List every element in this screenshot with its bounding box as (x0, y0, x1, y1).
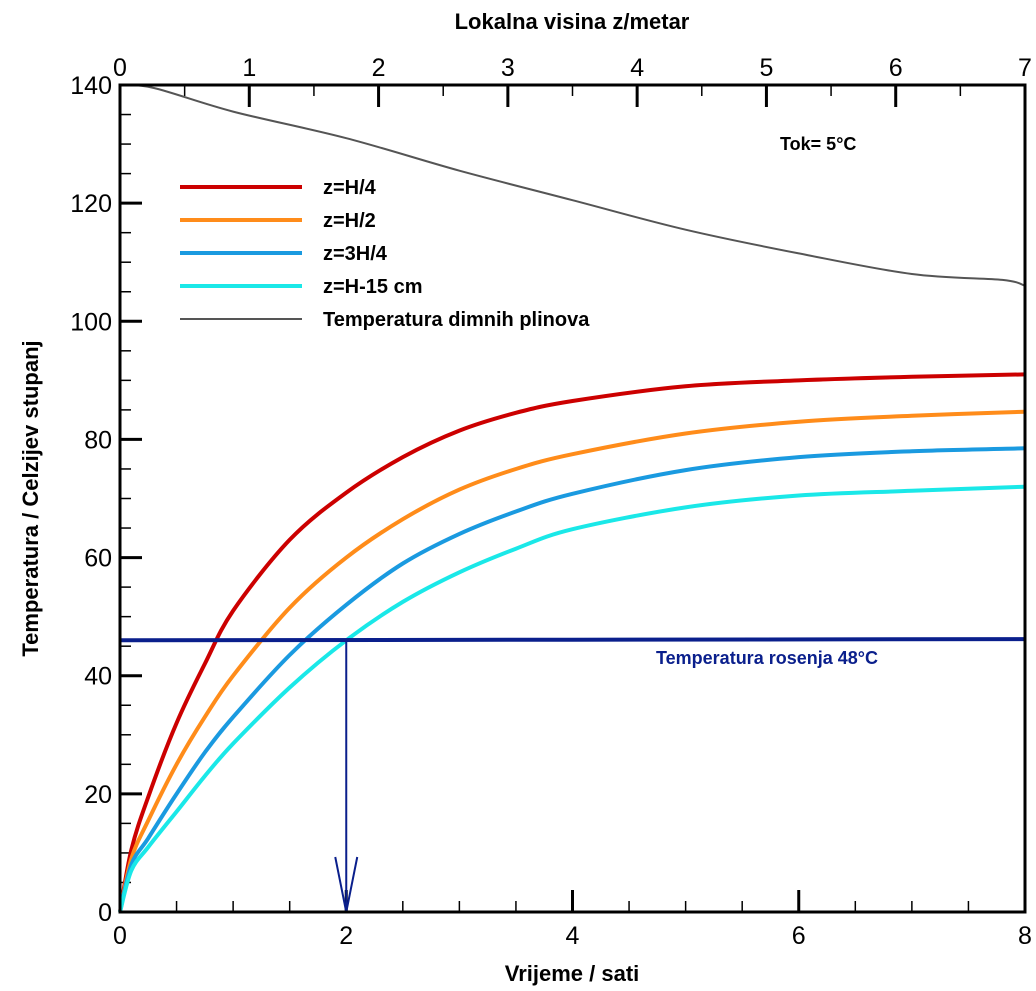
x2-tick-label: 4 (630, 54, 644, 82)
series-z-h4-line (118, 372, 1026, 913)
x-tick-label: 2 (339, 922, 353, 950)
y-tick-label: 140 (70, 72, 112, 100)
flow-annotation: Tok= 5°C (780, 134, 856, 154)
y-tick-label: 120 (70, 190, 112, 218)
dew-point-line (119, 637, 1026, 643)
x2-tick-label: 2 (372, 54, 386, 82)
legend-label: z=H/2 (323, 210, 376, 232)
y-axis-title: Temperatura / Celzijev stupanj (18, 340, 43, 656)
x-tick-label: 6 (792, 922, 806, 950)
legend: z=H/4 z=H/2 z=3H/4 z=H-15 cm Temperatura dim… (180, 177, 590, 331)
series-lines (118, 83, 1026, 913)
x2-tick-label: 6 (889, 54, 903, 82)
x2-tick-label: 0 (113, 54, 127, 82)
x2-tick-label: 1 (242, 54, 256, 82)
x2-tick-label: 7 (1018, 54, 1032, 82)
y-tick-label: 0 (98, 899, 112, 927)
top-axis-title: Lokalna visina z/metar (455, 9, 690, 34)
series-z-h2-line (118, 409, 1026, 913)
series-z-3h4-line (118, 446, 1026, 913)
y-tick-label: 20 (84, 781, 112, 809)
y-tick-label: 60 (84, 545, 112, 573)
x2-tick-label: 5 (759, 54, 773, 82)
x-tick-label: 8 (1018, 922, 1032, 950)
legend-label: Temperatura dimnih plinova (323, 309, 590, 331)
legend-label: z=H/4 (323, 177, 377, 199)
x-axis-title: Vrijeme / sati (505, 961, 640, 986)
y-tick-label: 80 (84, 426, 112, 454)
dew-point-annotation: Temperatura rosenja 48°C (656, 648, 878, 668)
y-tick-label: 100 (70, 308, 112, 336)
plot-frame (118, 83, 1027, 914)
x-tick-label: 4 (566, 922, 580, 950)
legend-label: z=H-15 cm (323, 276, 423, 298)
y-tick-label: 40 (84, 663, 112, 691)
legend-label: z=3H/4 (323, 243, 388, 265)
x-tick-label: 0 (113, 922, 127, 950)
dew-point-arrow (334, 640, 359, 913)
x2-tick-label: 3 (501, 54, 515, 82)
series-z-h15-line (118, 484, 1026, 913)
series-flue-gas-line (119, 83, 1026, 287)
